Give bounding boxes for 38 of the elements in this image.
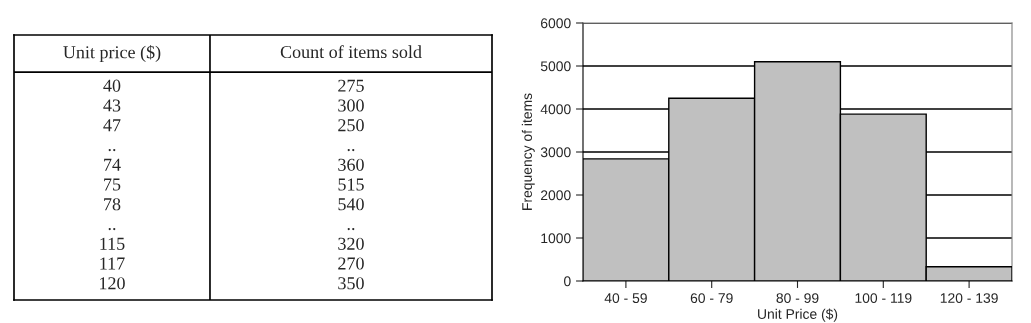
text: .. bbox=[108, 149, 116, 152]
text: .. bbox=[347, 228, 355, 231]
y-tick-label: 0 bbox=[564, 276, 571, 287]
y-tick-label: 6000 bbox=[541, 18, 571, 29]
text: 540 bbox=[338, 198, 364, 211]
x-tick-label: 60 - 79 bbox=[690, 293, 733, 304]
text: 78 bbox=[104, 198, 121, 211]
text: 320 bbox=[338, 237, 364, 250]
text: 275 bbox=[338, 79, 364, 92]
text: 75 bbox=[104, 178, 121, 191]
text: Unit price ($) bbox=[63, 45, 161, 63]
y-tick-label: 4000 bbox=[540, 104, 571, 115]
text: .. bbox=[108, 228, 116, 231]
x-tick-label: 40 - 59 bbox=[604, 293, 647, 304]
text: 120 bbox=[100, 277, 125, 290]
text: 300 bbox=[338, 99, 364, 112]
text: 43 bbox=[103, 99, 121, 112]
y-tick-label: 5000 bbox=[540, 61, 571, 72]
x-tick-label: 120 - 139 bbox=[940, 293, 998, 304]
x-axis-title: Unit Price ($) bbox=[758, 308, 838, 322]
y-tick-label: 2000 bbox=[541, 190, 571, 201]
y-axis-title: Frequency of items bbox=[521, 93, 535, 210]
text: 74 bbox=[104, 158, 121, 171]
x-tick-label: 100 - 119 bbox=[855, 293, 912, 304]
y-tick-label: 3000 bbox=[540, 147, 571, 158]
y-tick-label: 1000 bbox=[541, 233, 571, 244]
text: Count of items sold bbox=[280, 45, 422, 59]
text: 515 bbox=[338, 178, 364, 191]
x-tick-label: 80 - 99 bbox=[776, 293, 819, 304]
text: 115 bbox=[100, 237, 125, 250]
text: .. bbox=[347, 149, 355, 152]
text: 360 bbox=[338, 158, 364, 171]
text: 270 bbox=[338, 257, 364, 270]
text: 250 bbox=[338, 119, 364, 132]
text: 47 bbox=[103, 119, 121, 132]
text: 40 bbox=[103, 79, 121, 92]
text: 117 bbox=[100, 257, 125, 270]
text: 350 bbox=[338, 277, 364, 290]
